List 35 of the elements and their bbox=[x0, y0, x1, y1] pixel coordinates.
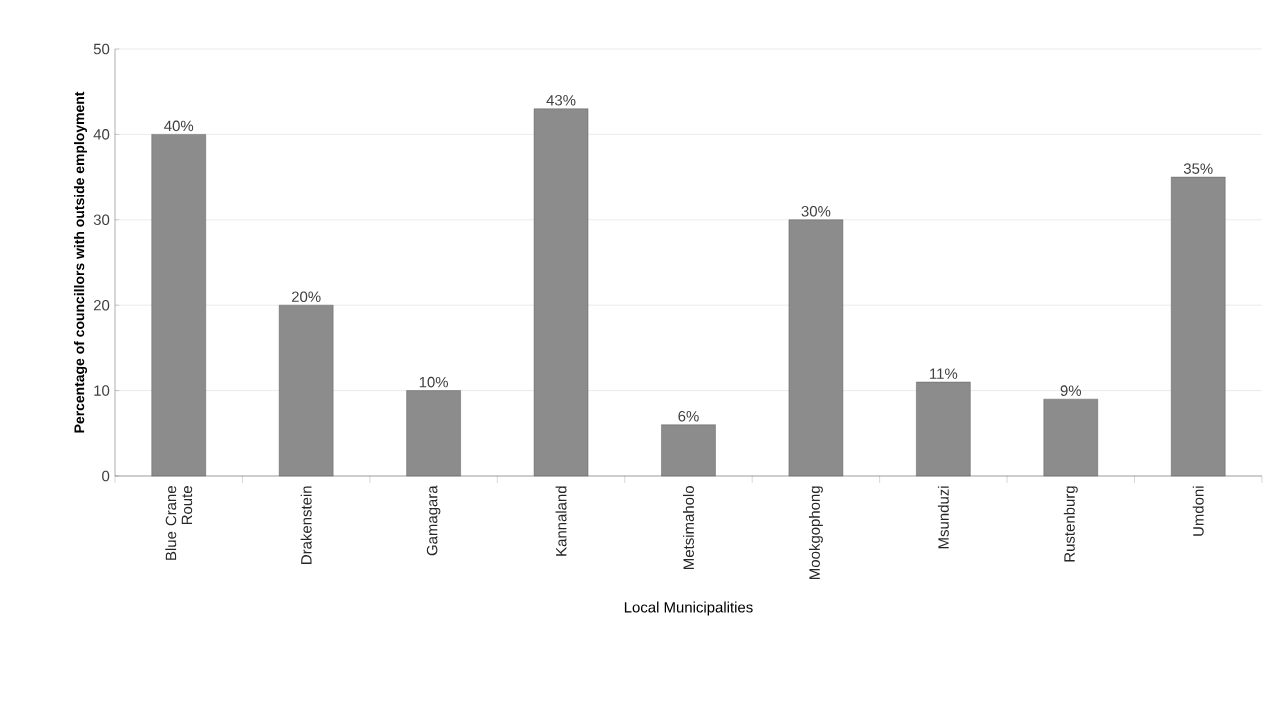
x-tick-label: Gamagara bbox=[426, 485, 441, 556]
x-tick-label: Msunduzi bbox=[937, 486, 949, 549]
bar bbox=[533, 108, 589, 477]
x-tick-label: Umdoni bbox=[1192, 486, 1204, 536]
bar bbox=[788, 219, 844, 477]
x-tick-label: Blue Crane Route bbox=[165, 486, 193, 560]
data-label: 10% bbox=[419, 376, 449, 388]
bar bbox=[916, 381, 971, 477]
bar bbox=[278, 304, 334, 477]
data-label: 43% bbox=[546, 95, 576, 106]
data-label: 35% bbox=[1183, 163, 1213, 174]
data-label: 11% bbox=[930, 368, 958, 379]
bar bbox=[406, 390, 461, 477]
x-tick-label: Drakenstein bbox=[300, 486, 312, 564]
bar bbox=[151, 134, 206, 477]
x-tick-label: Metsimaholo bbox=[682, 486, 694, 569]
bar bbox=[1043, 398, 1098, 477]
y-tick-label: 0 bbox=[102, 470, 110, 482]
y-tick-label: 30 bbox=[93, 214, 110, 226]
data-label: 9% bbox=[1060, 385, 1082, 396]
y-tick-label: 20 bbox=[93, 299, 110, 311]
bar bbox=[1171, 176, 1226, 477]
data-label: 30% bbox=[801, 206, 831, 217]
data-label: 20% bbox=[291, 291, 321, 302]
x-tick-label: Mookgophong bbox=[808, 486, 823, 579]
y-axis-title: Percentage of councillors with outside employment bbox=[73, 91, 88, 433]
x-tick-label: Rustenburg bbox=[1063, 486, 1078, 562]
data-label: 40% bbox=[164, 120, 194, 132]
x-tick-label: Kannaland bbox=[555, 486, 567, 556]
y-tick-label: 40 bbox=[93, 129, 110, 140]
y-tick-label: 50 bbox=[93, 43, 110, 55]
bar bbox=[661, 424, 716, 477]
data-label: 6% bbox=[678, 410, 699, 422]
y-tick-label: 10 bbox=[94, 385, 110, 396]
x-axis-title: Local Municipalities bbox=[624, 601, 753, 616]
